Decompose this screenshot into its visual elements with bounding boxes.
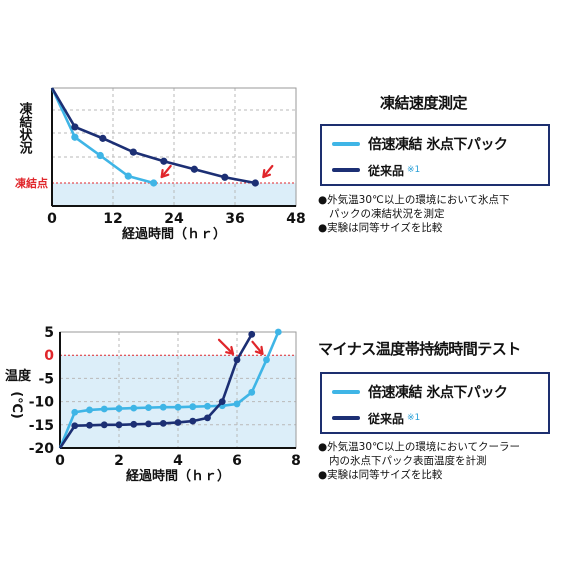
chart1-series-line-1: [50, 87, 256, 185]
chart2-series0-point-14: [263, 356, 270, 364]
chart1-note-2: パックの凍結状況を測定: [329, 208, 445, 220]
chart1-series0-point-3: [124, 172, 132, 180]
chart2-series1-point-5: [130, 420, 138, 428]
legend-label-secondary: 従来品: [368, 163, 405, 178]
chart1-legend: 倍速凍結 氷点下パック 従来品 ※1: [320, 124, 550, 186]
legend2-swatch-primary: [332, 390, 360, 394]
chart2-series1-point-7: [159, 420, 167, 427]
legend2-item-secondary: 従来品 ※1: [332, 408, 420, 428]
chart2-xtick-label-2: 4: [173, 453, 183, 469]
chart2-arrow-1-head: [254, 345, 264, 355]
chart1-series0-point-4: [150, 179, 158, 187]
chart1-series1-point-2: [99, 134, 107, 142]
chart2-ytick-label-4: -15: [29, 418, 54, 434]
chart1-ylabel: 凍結状況: [16, 102, 32, 158]
chart1-series0-point-2: [96, 151, 104, 160]
chart2-ytick-label-1: 0: [44, 348, 54, 364]
chart1-series1-point-3: [129, 148, 137, 156]
legend-item-secondary: 従来品 ※1: [332, 160, 420, 180]
chart1-notes: ●外気温30℃以上の環境において氷点下 パックの凍結状況を測定 ●実験は同等サイ…: [318, 193, 510, 235]
chart1-series0-point-1: [71, 133, 79, 141]
chart1-arrow-0-shaft: [160, 164, 172, 179]
legend-swatch-secondary: [332, 168, 360, 172]
chart1-xlabel: 経過時間（ｈｒ）: [122, 226, 226, 242]
chart2-legend: 倍速凍結 氷点下パック 従来品 ※1: [320, 372, 550, 434]
chart1-xtick-label-2: 24: [164, 211, 184, 227]
chart2-series0-point-13: [248, 388, 256, 396]
chart1-frozen-band: [52, 183, 296, 206]
chart1-xtick-label-0: 0: [47, 211, 57, 227]
chart2-arrow-1-shaft: [251, 340, 264, 355]
chart1-freeze-label: 凍結点: [15, 176, 48, 190]
chart2-title: マイナス温度帯持続時間テスト: [318, 340, 521, 358]
chart2-series0-point-2: [86, 406, 93, 414]
chart2-series0-point-9: [189, 403, 197, 411]
chart2-series1-point-9: [189, 417, 197, 425]
chart2-ytick-label-0: 5: [44, 325, 54, 341]
legend-label-primary: 倍速凍結 氷点下パック: [368, 137, 508, 153]
legend-swatch-primary: [332, 142, 360, 146]
chart2-note-3: ●実験は同等サイズを比較: [318, 469, 443, 481]
chart2-series1-point-13: [248, 330, 256, 338]
chart2-series0-point-15: [274, 328, 282, 336]
chart1-arrow-1-shaft: [262, 164, 274, 179]
chart2-series0-point-6: [145, 404, 152, 412]
legend2-label-secondary: 従来品: [368, 411, 405, 426]
chart2-notes: ●外気温30℃以上の環境においてクーラー 内の氷点下パック表面温度を計測 ●実験…: [318, 440, 520, 482]
chart1-series1-point-6: [221, 173, 229, 181]
legend2-label-primary: 倍速凍結 氷点下パック: [368, 385, 508, 401]
chart2-series0-point-7: [159, 403, 167, 411]
chart1-xtick-label-4: 48: [286, 211, 305, 227]
chart2-series0-point-3: [100, 405, 108, 413]
chart2-series1-point-11: [218, 398, 226, 405]
chart2-series1-point-6: [145, 420, 152, 428]
chart1-series1-point-4: [160, 157, 168, 165]
chart2-arrow-0-shaft: [217, 338, 235, 355]
chart2-series0-point-4: [115, 405, 123, 412]
chart2-series1-point-4: [115, 421, 123, 429]
chart1-series1-point-5: [190, 165, 198, 173]
chart2-series0-point-12: [233, 400, 241, 408]
chart2-series1-point-3: [100, 421, 108, 429]
chart2-series1-point-10: [204, 414, 211, 422]
chart1-xtick-label-3: 36: [225, 211, 244, 227]
legend-item-primary: 倍速凍結 氷点下パック: [332, 134, 508, 154]
chart1-arrow-0-head: [160, 168, 170, 179]
chart2-xtick-label-4: 8: [291, 453, 301, 469]
chart2-series0-point-10: [204, 402, 211, 410]
chart1-series1-point-7: [251, 179, 259, 187]
legend2-swatch-secondary: [332, 416, 360, 420]
chart1-note-1: ●外気温30℃以上の環境において氷点下: [318, 194, 510, 206]
legend-footnote-mark: ※1: [407, 165, 421, 175]
chart2-ytick-label-3: -10: [29, 395, 55, 411]
chart2-series1-point-8: [174, 419, 182, 426]
chart2-series0-point-8: [174, 403, 182, 411]
legend2-footnote-mark: ※1: [407, 413, 421, 423]
chart1-series1-point-1: [71, 123, 79, 131]
chart2-series1-point-12: [233, 356, 241, 364]
chart2-xtick-label-1: 2: [114, 453, 124, 469]
chart1-title: 凍結速度測定: [380, 94, 468, 112]
chart2-series0-point-5: [130, 404, 138, 412]
legend2-item-primary: 倍速凍結 氷点下パック: [332, 382, 508, 402]
chart2-ytick-label-2: -5: [38, 371, 54, 387]
chart2-series1-point-2: [86, 421, 93, 429]
chart2-ytick-label-5: -20: [29, 441, 55, 457]
chart2-xtick-label-0: 0: [55, 453, 65, 469]
chart1-ylabel-text: 凍結状況: [16, 102, 32, 154]
chart1-arrow-1-head: [262, 168, 272, 179]
chart2-ylabel-top: 温度: [5, 368, 32, 384]
chart2-note-2: 内の氷点下パック表面温度を計測: [329, 455, 487, 467]
chart2-note-1: ●外気温30℃以上の環境においてクーラー: [318, 441, 520, 453]
chart2-xlabel: 経過時間（ｈｒ）: [126, 468, 230, 484]
chart2-series-line-0: [58, 331, 280, 449]
chart1-note-3: ●実験は同等サイズを比較: [318, 222, 443, 234]
chart2-xtick-label-3: 6: [232, 453, 242, 469]
chart1-xtick-label-1: 12: [103, 211, 122, 227]
chart2-series1-point-1: [71, 422, 79, 430]
chart2-ylabel-bottom: (℃): [9, 391, 24, 419]
chart2-series0-point-1: [71, 408, 79, 416]
chart2-arrow-0-head: [225, 345, 235, 355]
